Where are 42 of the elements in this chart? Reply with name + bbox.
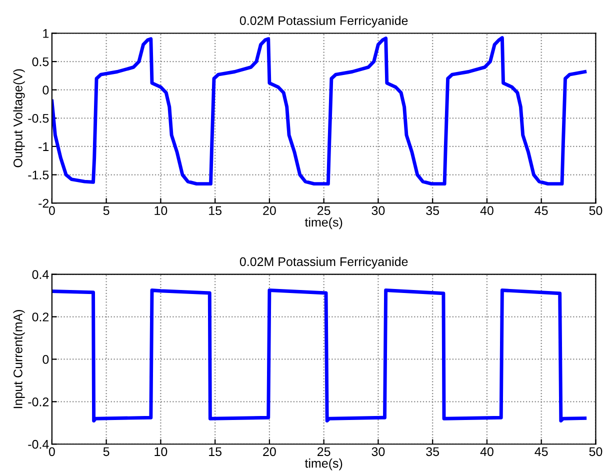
x-tick-label: 20 (263, 447, 276, 456)
chart-title: 0.02M Potassium Ferricyanide (240, 16, 408, 28)
y-tick-label: 0 (42, 86, 49, 95)
x-tick-label: 10 (154, 447, 168, 456)
x-tick-label: 40 (480, 206, 494, 216)
x-tick-label: 40 (480, 447, 494, 456)
y-axis-title: Output Voltage(V) (13, 69, 25, 168)
x-axis-title: time(s) (304, 217, 342, 230)
x-tick-label: 50 (589, 447, 602, 456)
x-tick-label: 25 (318, 206, 330, 216)
x-tick-label: 50 (589, 206, 602, 216)
x-tick-label: 10 (154, 206, 168, 216)
y-tick-label: -0.2 (28, 397, 49, 406)
x-tick-label: 45 (534, 447, 548, 456)
x-tick-label: 0 (48, 447, 55, 456)
y-tick-label: 0.2 (32, 312, 49, 322)
x-tick-label: 5 (103, 206, 110, 216)
y-tick-label: -1 (38, 142, 49, 151)
x-tick-label: 35 (426, 447, 440, 456)
chart-title: 0.02M Potassium Ferricyanide (240, 256, 408, 269)
line-series (52, 288, 587, 423)
y-tick-label: -1.5 (28, 170, 49, 180)
y-tick-label: 0.5 (32, 57, 49, 66)
y-tick-label: 1 (43, 29, 49, 38)
x-tick-label: 25 (318, 447, 330, 456)
x-tick-label: 15 (209, 206, 222, 216)
y-axis-title: Input Current(mA) (13, 310, 25, 408)
x-tick-label: 5 (103, 447, 110, 456)
y-tick-label: -2 (38, 198, 49, 208)
x-tick-label: 30 (372, 447, 385, 456)
x-axis-title: time(s) (304, 458, 342, 470)
y-tick-label: -0.4 (28, 440, 49, 449)
x-tick-label: 30 (372, 206, 385, 216)
x-tick-label: 0 (48, 206, 55, 216)
x-tick-label: 15 (209, 447, 222, 456)
x-tick-label: 20 (263, 206, 276, 216)
line-series (52, 36, 587, 186)
y-tick-label: 0 (42, 355, 49, 364)
x-tick-label: 35 (426, 206, 440, 216)
y-tick-label: 0.4 (32, 270, 49, 279)
y-tick-label: -0.5 (28, 114, 49, 123)
x-tick-label: 45 (534, 206, 548, 216)
